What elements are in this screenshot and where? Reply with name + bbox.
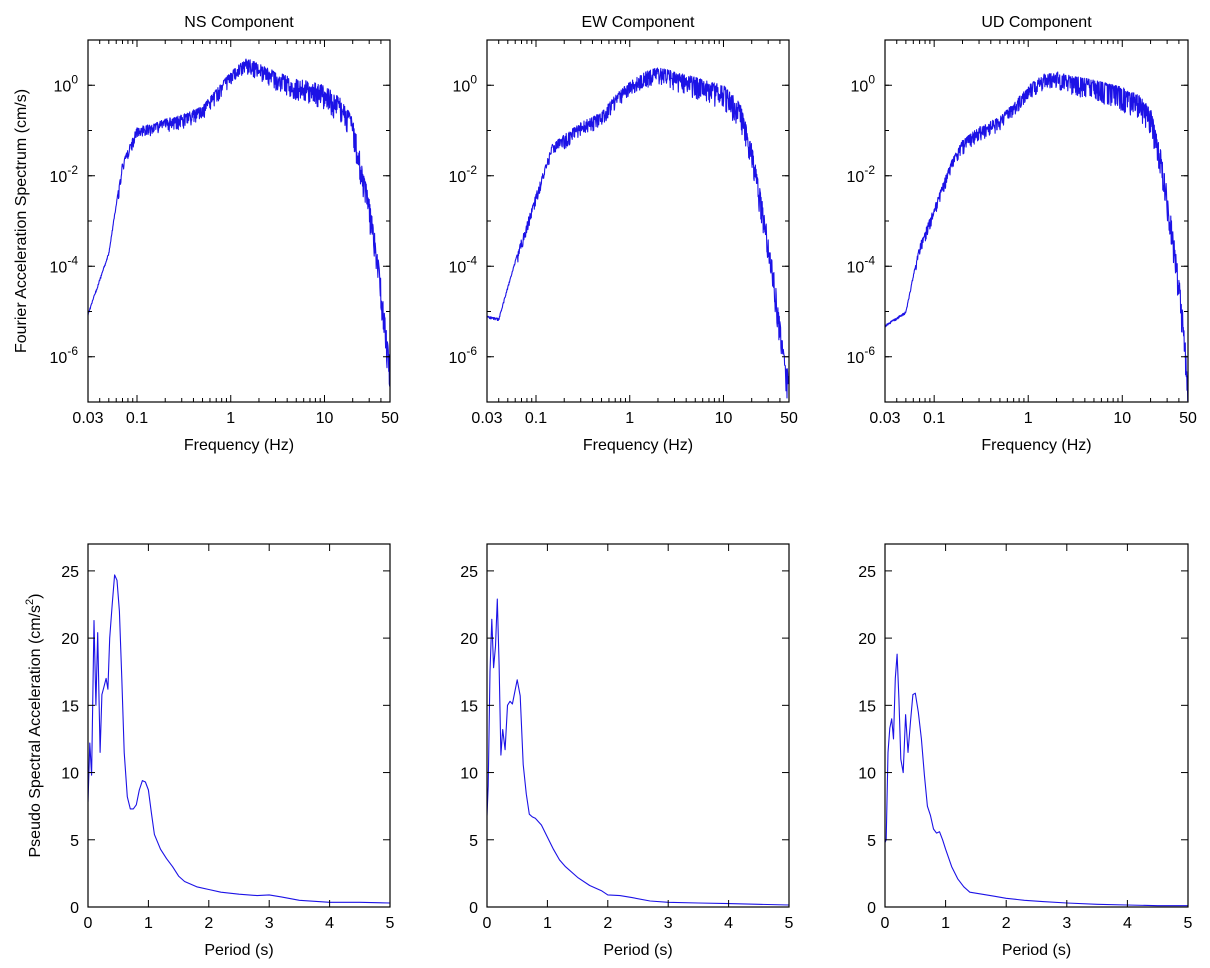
x-tick-label: 50 xyxy=(381,410,399,427)
y-axis-label: Pseudo Spectral Acceleration (cm/s2) xyxy=(24,593,44,857)
y-tick-label: 10-6 xyxy=(847,344,876,367)
x-tick-label: 50 xyxy=(1179,410,1197,427)
x-axis-label: Period (s) xyxy=(204,942,273,959)
plot-frame xyxy=(87,39,391,403)
series-line xyxy=(487,598,789,906)
plot-frame xyxy=(87,543,391,908)
x-tick-label: 4 xyxy=(724,915,733,932)
x-tick-label: 3 xyxy=(1062,915,1071,932)
plot-frame xyxy=(884,543,1189,908)
panel-title: UD Component xyxy=(981,14,1092,31)
y-tick-label: 10-4 xyxy=(449,253,478,276)
y-tick-label: 15 xyxy=(61,698,79,715)
y-tick-label: 20 xyxy=(858,631,876,648)
y-tick-label: 10 xyxy=(61,766,79,783)
x-tick-label: 1 xyxy=(1024,410,1033,427)
x-axis-label: Frequency (Hz) xyxy=(583,437,693,454)
y-tick-label: 0 xyxy=(469,900,478,917)
x-tick-label: 0.03 xyxy=(869,410,900,427)
x-tick-label: 2 xyxy=(1002,915,1011,932)
x-tick-label: 5 xyxy=(1184,915,1193,932)
y-tick-label: 20 xyxy=(61,631,79,648)
panel-6: 0 1 2 3 4 5 0 5 10 15 20 25 Period (s) xyxy=(858,543,1193,959)
x-tick-label: 5 xyxy=(386,915,395,932)
panel-3: 0.03 0.1 1 10 50 100 10-2 10-4 10-6 UD Component F… xyxy=(847,14,1197,454)
series-line xyxy=(885,71,1188,402)
x-axis-label: Period (s) xyxy=(1002,942,1071,959)
y-tick-label: 100 xyxy=(453,72,478,95)
panel-title: NS Component xyxy=(184,14,294,31)
y-axis-label: Fourier Acceleration Spectrum (cm/s) xyxy=(13,89,30,353)
x-tick-label: 10 xyxy=(1113,410,1131,427)
x-tick-label: 0 xyxy=(84,915,93,932)
x-tick-label: 10 xyxy=(316,410,334,427)
panel-5: 0 1 2 3 4 5 0 5 10 15 20 25 Period (s) xyxy=(460,543,794,959)
x-tick-label: 3 xyxy=(265,915,274,932)
y-tick-label: 25 xyxy=(61,564,79,581)
y-tick-label: 100 xyxy=(54,72,79,95)
y-tick-label: 0 xyxy=(867,900,876,917)
x-tick-label: 2 xyxy=(204,915,213,932)
x-tick-label: 0 xyxy=(483,915,492,932)
y-tick-label: 10-2 xyxy=(847,163,876,186)
y-tick-label: 10-4 xyxy=(50,253,79,276)
x-tick-label: 0.03 xyxy=(471,410,502,427)
series-line xyxy=(885,653,1188,907)
x-tick-label: 4 xyxy=(1123,915,1132,932)
x-tick-label: 4 xyxy=(325,915,334,932)
series-line xyxy=(88,58,390,387)
y-tick-label: 25 xyxy=(858,564,876,581)
y-tick-label: 10-6 xyxy=(449,344,478,367)
x-tick-label: 1 xyxy=(941,915,950,932)
y-tick-label: 100 xyxy=(851,72,876,95)
x-tick-label: 5 xyxy=(785,915,794,932)
y-tick-label: 10 xyxy=(858,766,876,783)
x-tick-label: 3 xyxy=(664,915,673,932)
y-tick-label: 0 xyxy=(70,900,79,917)
y-tick-label: 5 xyxy=(70,833,79,850)
y-tick-label: 10-2 xyxy=(449,163,478,186)
panel-4: 0 1 2 3 4 5 0 5 10 15 20 25 Period (s) Pseudo Spectra… xyxy=(24,543,395,959)
y-tick-label: 15 xyxy=(460,698,478,715)
panel-title: EW Component xyxy=(582,14,695,31)
x-tick-label: 1 xyxy=(625,410,634,427)
y-tick-label: 25 xyxy=(460,564,478,581)
x-axis-label: Frequency (Hz) xyxy=(184,437,294,454)
x-axis-label: Frequency (Hz) xyxy=(981,437,1091,454)
x-tick-label: 1 xyxy=(226,410,235,427)
y-tick-label: 10-6 xyxy=(50,344,79,367)
y-tick-label: 5 xyxy=(469,833,478,850)
x-tick-label: 0.1 xyxy=(923,410,945,427)
x-tick-label: 0 xyxy=(881,915,890,932)
x-tick-label: 1 xyxy=(144,915,153,932)
x-tick-label: 2 xyxy=(603,915,612,932)
y-tick-label: 10 xyxy=(460,766,478,783)
x-tick-label: 0.1 xyxy=(126,410,148,427)
y-tick-label: 20 xyxy=(460,631,478,648)
series-line xyxy=(88,574,390,904)
y-tick-label: 15 xyxy=(858,698,876,715)
x-tick-label: 50 xyxy=(780,410,798,427)
y-tick-label: 10-2 xyxy=(50,163,79,186)
x-tick-label: 0.03 xyxy=(72,410,103,427)
x-tick-label: 0.1 xyxy=(525,410,547,427)
x-tick-label: 1 xyxy=(543,915,552,932)
plot-frame xyxy=(486,39,790,403)
y-tick-label: 5 xyxy=(867,833,876,850)
panel-2: 0.03 0.1 1 10 50 100 10-2 10-4 10-6 EW Component F… xyxy=(449,14,798,454)
plot-frame xyxy=(486,543,790,908)
panel-1: 0.03 0.1 1 10 50 100 10-2 10-4 10-6 NS Component F… xyxy=(13,14,399,454)
x-tick-label: 10 xyxy=(715,410,733,427)
y-tick-label: 10-4 xyxy=(847,253,876,276)
x-axis-label: Period (s) xyxy=(603,942,672,959)
series-line xyxy=(487,67,789,399)
